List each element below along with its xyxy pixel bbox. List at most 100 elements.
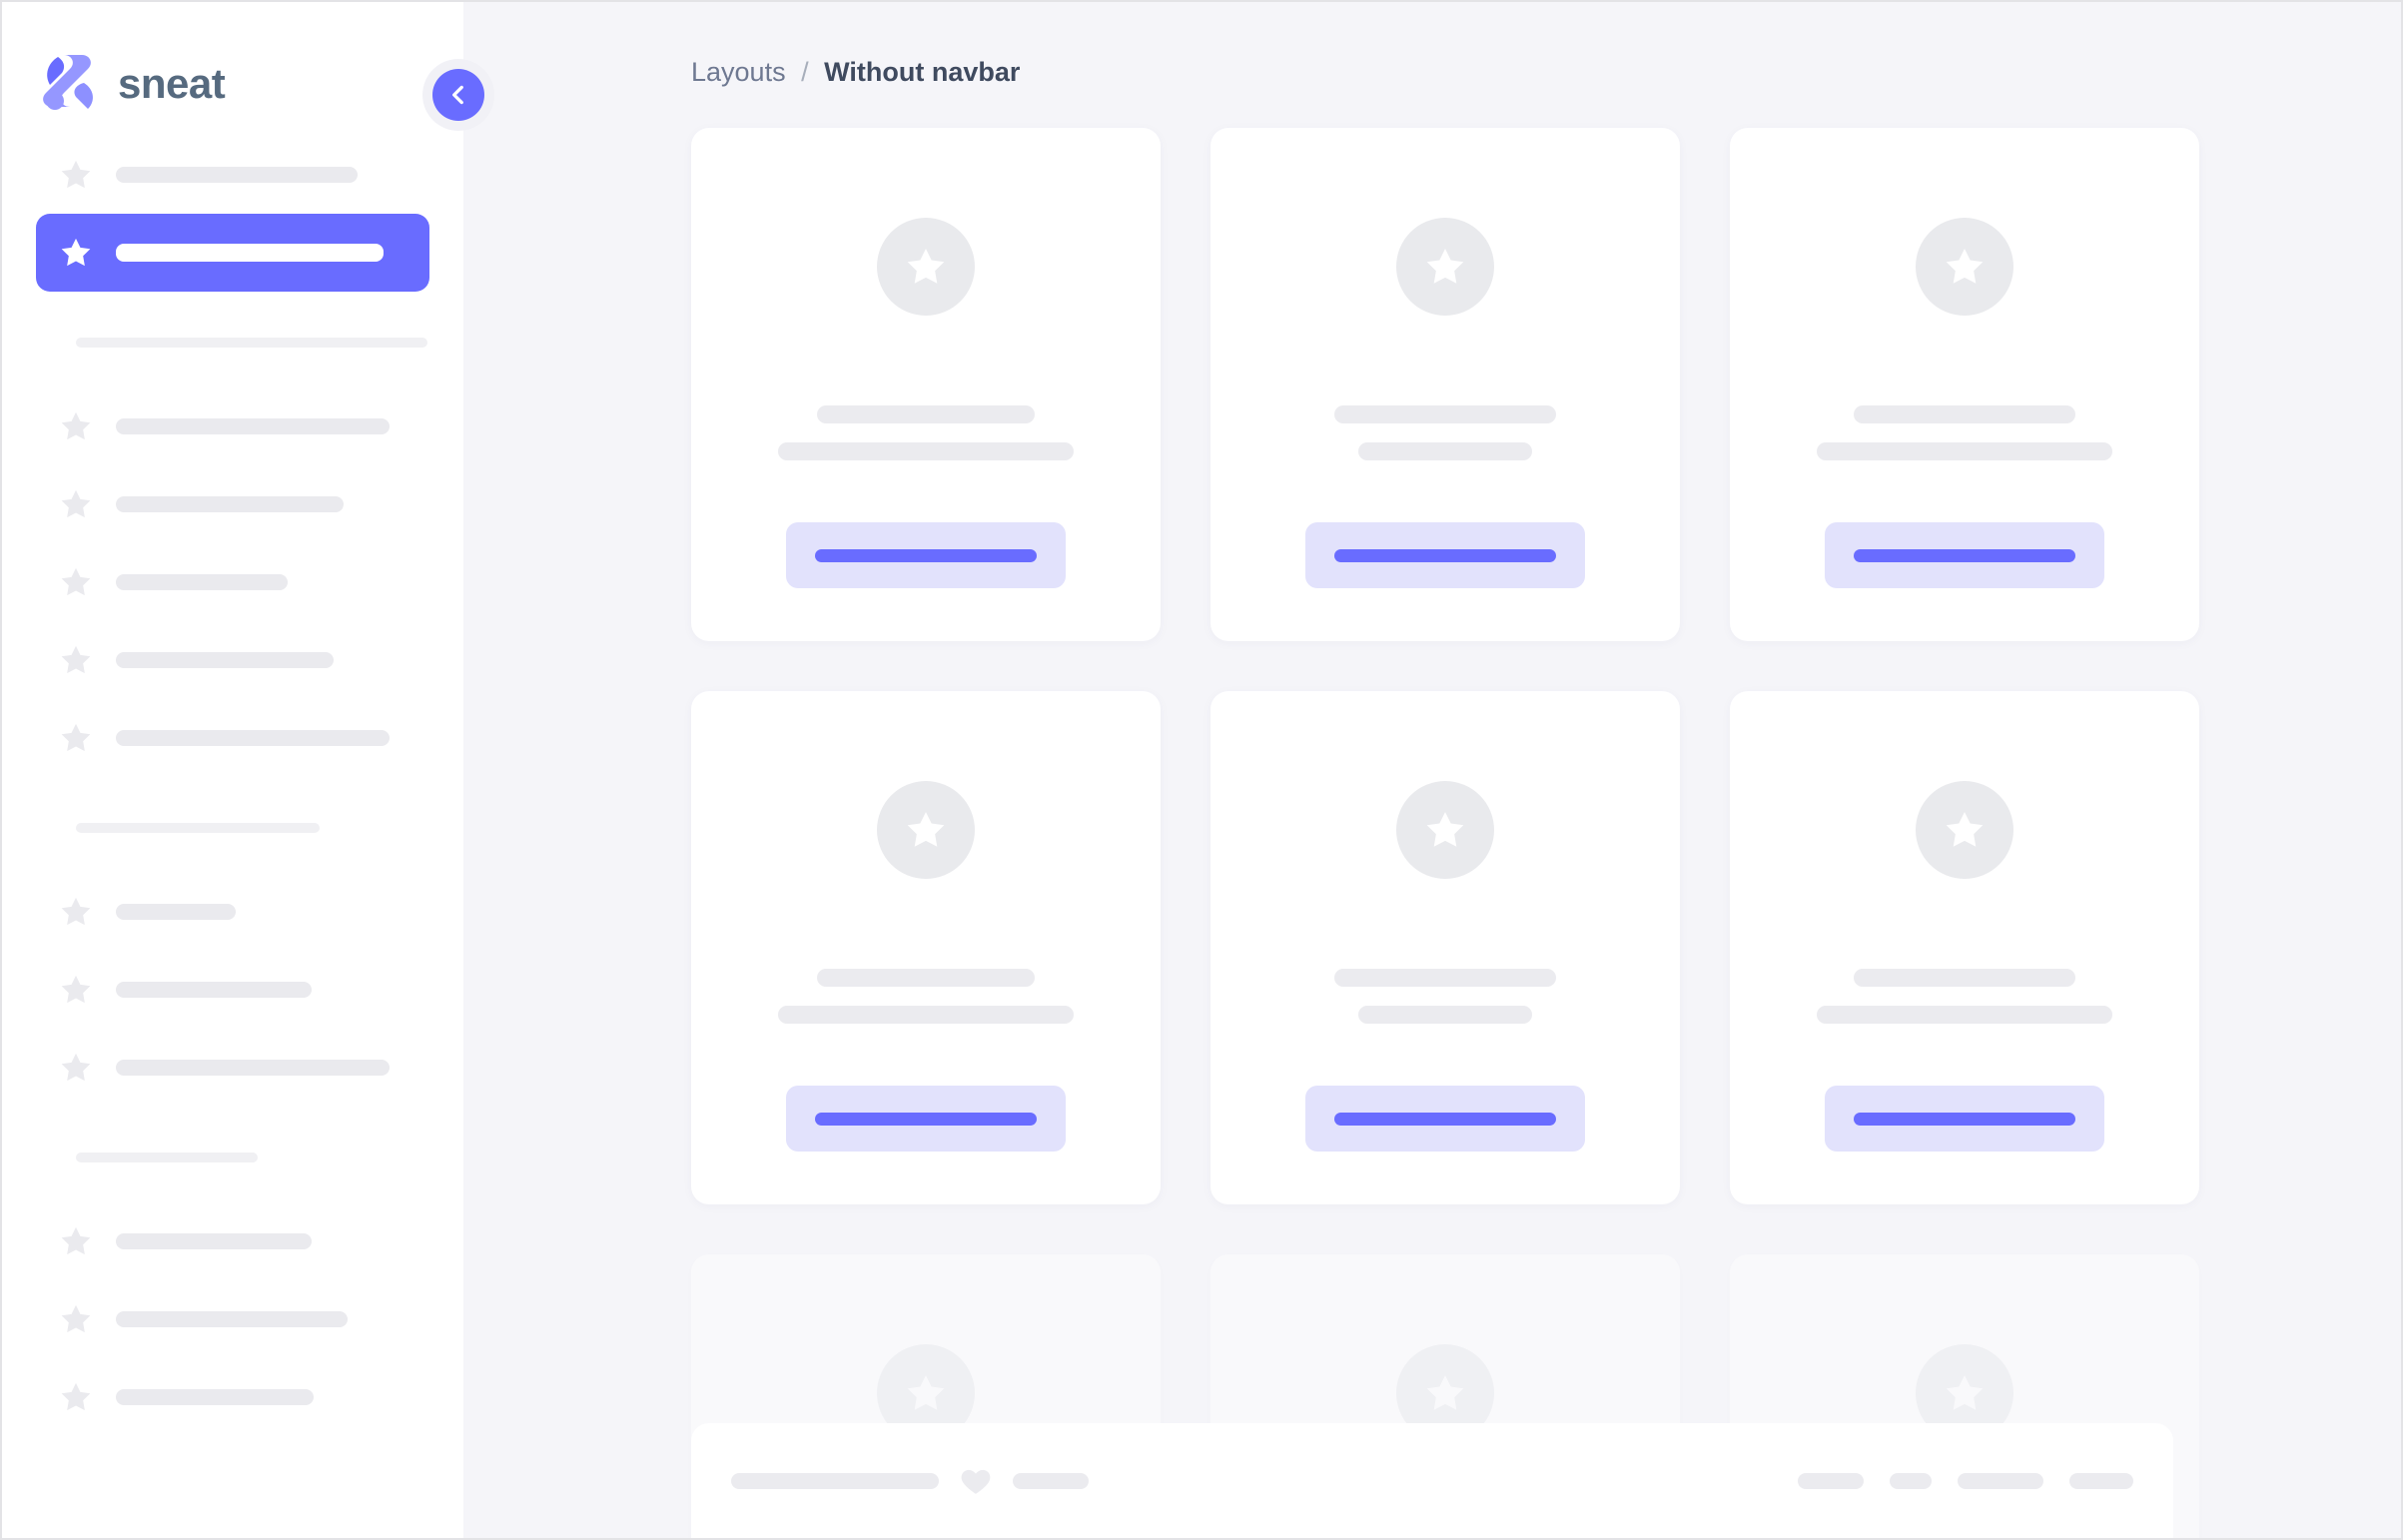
star-icon	[58, 564, 94, 600]
sidebar-item-7[interactable]	[36, 873, 429, 951]
sidebar-item-0[interactable]	[36, 136, 429, 214]
sidebar-collapse-button[interactable]	[422, 59, 494, 131]
card-subtitle-skeleton	[778, 442, 1074, 460]
sidebar-item-10[interactable]	[36, 1202, 429, 1280]
card-action-label-skeleton	[815, 1112, 1037, 1126]
avatar	[1916, 781, 2013, 879]
sidebar-item-8[interactable]	[36, 951, 429, 1029]
sidebar-item-label-skeleton	[116, 730, 390, 746]
star-icon	[1942, 1370, 1988, 1416]
sidebar-item-label-skeleton	[116, 904, 236, 920]
sidebar-item-6[interactable]	[36, 699, 429, 777]
sidebar-item-3[interactable]	[36, 465, 429, 543]
sidebar-item-9[interactable]	[36, 1029, 429, 1107]
card-subtitle-skeleton	[1358, 442, 1532, 460]
star-icon	[58, 1379, 94, 1415]
card-action-button[interactable]	[1305, 522, 1585, 588]
footer-text-skeleton	[1798, 1472, 1864, 1489]
footer-text-skeleton	[1958, 1472, 2043, 1489]
sidebar-item-5[interactable]	[36, 621, 429, 699]
card-subtitle-skeleton	[1817, 1006, 2112, 1024]
breadcrumb-parent[interactable]: Layouts	[691, 57, 786, 87]
star-icon	[58, 642, 94, 678]
sidebar-item-label-skeleton	[116, 574, 288, 590]
footer-text-skeleton	[1013, 1472, 1089, 1489]
card-action-button[interactable]	[1305, 1086, 1585, 1152]
footer-bar	[691, 1423, 2173, 1538]
star-icon	[903, 807, 949, 853]
sidebar-section-divider	[76, 1153, 258, 1162]
sidebar-item-label-skeleton	[116, 418, 390, 434]
star-icon	[1942, 244, 1988, 290]
avatar	[1396, 781, 1494, 879]
card-title-skeleton	[1334, 969, 1556, 987]
card-subtitle-skeleton	[778, 1006, 1074, 1024]
card-title-skeleton	[1854, 405, 2075, 423]
card-grid	[463, 88, 2401, 1538]
content-card	[1730, 691, 2199, 1204]
card-action-button[interactable]	[1825, 1086, 2104, 1152]
star-icon	[58, 972, 94, 1008]
card-title-skeleton	[1334, 405, 1556, 423]
star-icon	[58, 1301, 94, 1337]
star-icon	[1422, 244, 1468, 290]
sidebar-item-label-skeleton	[116, 1233, 312, 1249]
sidebar-item-label-skeleton	[116, 1060, 390, 1076]
sidebar: sneat	[2, 2, 463, 1538]
sidebar-item-label-skeleton	[116, 167, 358, 183]
star-icon	[903, 1370, 949, 1416]
star-icon	[58, 408, 94, 444]
card-action-button[interactable]	[786, 1086, 1066, 1152]
card-action-button[interactable]	[786, 522, 1066, 588]
card-action-label-skeleton	[1854, 1112, 2075, 1126]
star-icon	[58, 486, 94, 522]
sidebar-item-11[interactable]	[36, 1280, 429, 1358]
sidebar-item-label-skeleton	[116, 982, 312, 998]
content-card	[691, 691, 1161, 1204]
star-icon	[58, 235, 94, 271]
star-icon	[58, 157, 94, 193]
sidebar-item-1[interactable]	[36, 214, 429, 292]
sidebar-item-label-skeleton	[116, 244, 384, 262]
content-card	[691, 128, 1161, 641]
card-subtitle-skeleton	[1817, 442, 2112, 460]
card-action-label-skeleton	[1334, 1112, 1556, 1126]
sneat-s-logo-icon	[42, 53, 100, 115]
breadcrumb-current: Without navbar	[824, 57, 1021, 87]
brand[interactable]: sneat	[2, 2, 463, 128]
card-title-skeleton	[817, 969, 1035, 987]
card-subtitle-skeleton	[1358, 1006, 1532, 1024]
card-action-button[interactable]	[1825, 522, 2104, 588]
star-icon	[903, 244, 949, 290]
sidebar-item-label-skeleton	[116, 1311, 348, 1327]
avatar	[1396, 218, 1494, 316]
content-card	[1210, 691, 1680, 1204]
sidebar-item-label-skeleton	[116, 652, 334, 668]
sidebar-item-2[interactable]	[36, 387, 429, 465]
breadcrumb-separator: /	[801, 57, 809, 87]
chevron-left-icon	[432, 69, 484, 121]
sidebar-item-4[interactable]	[36, 543, 429, 621]
avatar	[877, 218, 975, 316]
card-action-label-skeleton	[815, 548, 1037, 562]
star-icon	[58, 720, 94, 756]
heart-icon	[959, 1464, 993, 1498]
sidebar-item-12[interactable]	[36, 1358, 429, 1436]
main-content: Layouts / Without navbar	[463, 2, 2401, 1538]
star-icon	[1422, 807, 1468, 853]
avatar	[1916, 218, 2013, 316]
card-title-skeleton	[817, 405, 1035, 423]
star-icon	[58, 1050, 94, 1086]
sidebar-section-divider	[76, 338, 427, 348]
star-icon	[58, 894, 94, 930]
footer-text-skeleton	[2069, 1472, 2133, 1489]
footer-text-skeleton	[1890, 1472, 1932, 1489]
card-action-label-skeleton	[1334, 548, 1556, 562]
footer-left-group	[731, 1464, 1089, 1498]
sidebar-item-label-skeleton	[116, 1389, 314, 1405]
content-card	[1730, 128, 2199, 641]
sidebar-item-label-skeleton	[116, 496, 344, 512]
avatar	[877, 781, 975, 879]
sidebar-nav	[2, 136, 463, 1436]
